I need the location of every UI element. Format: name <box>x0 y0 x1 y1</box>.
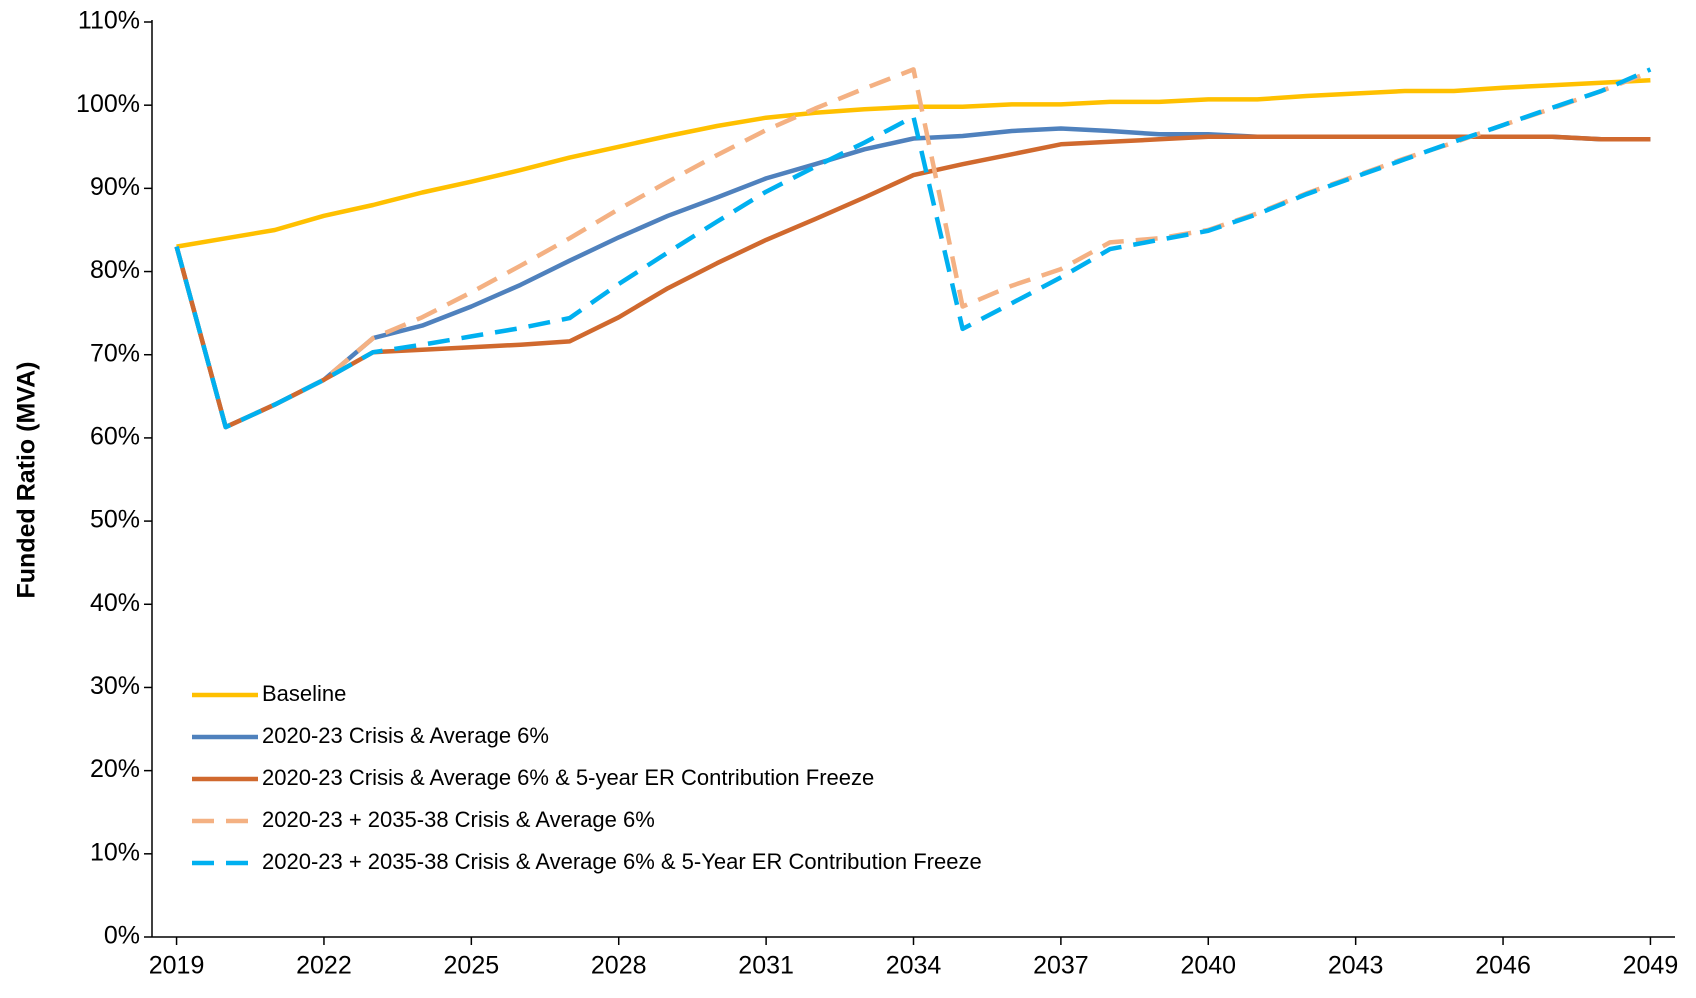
x-tick-label: 2046 <box>1475 952 1531 980</box>
y-tick-label: 110% <box>78 7 140 35</box>
legend-label: 2020-23 + 2035-38 Crisis & Average 6% <box>262 807 655 832</box>
x-tick-label: 2043 <box>1328 952 1384 980</box>
legend-label: 2020-23 Crisis & Average 6% <box>262 723 549 748</box>
x-tick-label: 2028 <box>591 952 647 980</box>
x-tick-label: 2031 <box>738 952 794 980</box>
series-line <box>176 77 1651 249</box>
x-tick-label: 2034 <box>886 952 942 980</box>
y-tick-label: 10% <box>90 838 140 866</box>
x-tick-label: 2049 <box>1623 952 1679 980</box>
y-axis-label: Funded Ratio (MVA) <box>13 362 41 599</box>
legend-label: Baseline <box>262 681 346 706</box>
y-tick-label: 20% <box>90 755 140 783</box>
x-tick-label: 2037 <box>1033 952 1089 980</box>
legend-label: 2020-23 + 2035-38 Crisis & Average 6% & … <box>262 849 982 874</box>
x-tick-label: 2022 <box>296 952 352 980</box>
series-line <box>174 67 1652 430</box>
y-tick-label: 30% <box>90 672 140 700</box>
y-tick-label: 100% <box>76 90 140 118</box>
y-tick-label: 0% <box>104 922 140 950</box>
y-tick-label: 50% <box>90 506 140 534</box>
y-tick-label: 90% <box>90 173 140 201</box>
x-tick-label: 2019 <box>149 952 205 980</box>
y-tick-label: 40% <box>90 589 140 617</box>
y-tick-label: 70% <box>90 339 140 367</box>
y-tick-label: 60% <box>90 423 140 451</box>
x-tick-label: 2025 <box>444 952 500 980</box>
legend-label: 2020-23 Crisis & Average 6% & 5-year ER … <box>262 765 874 790</box>
series-line <box>174 134 1651 430</box>
x-tick-label: 2040 <box>1180 952 1236 980</box>
y-tick-label: 80% <box>90 256 140 284</box>
